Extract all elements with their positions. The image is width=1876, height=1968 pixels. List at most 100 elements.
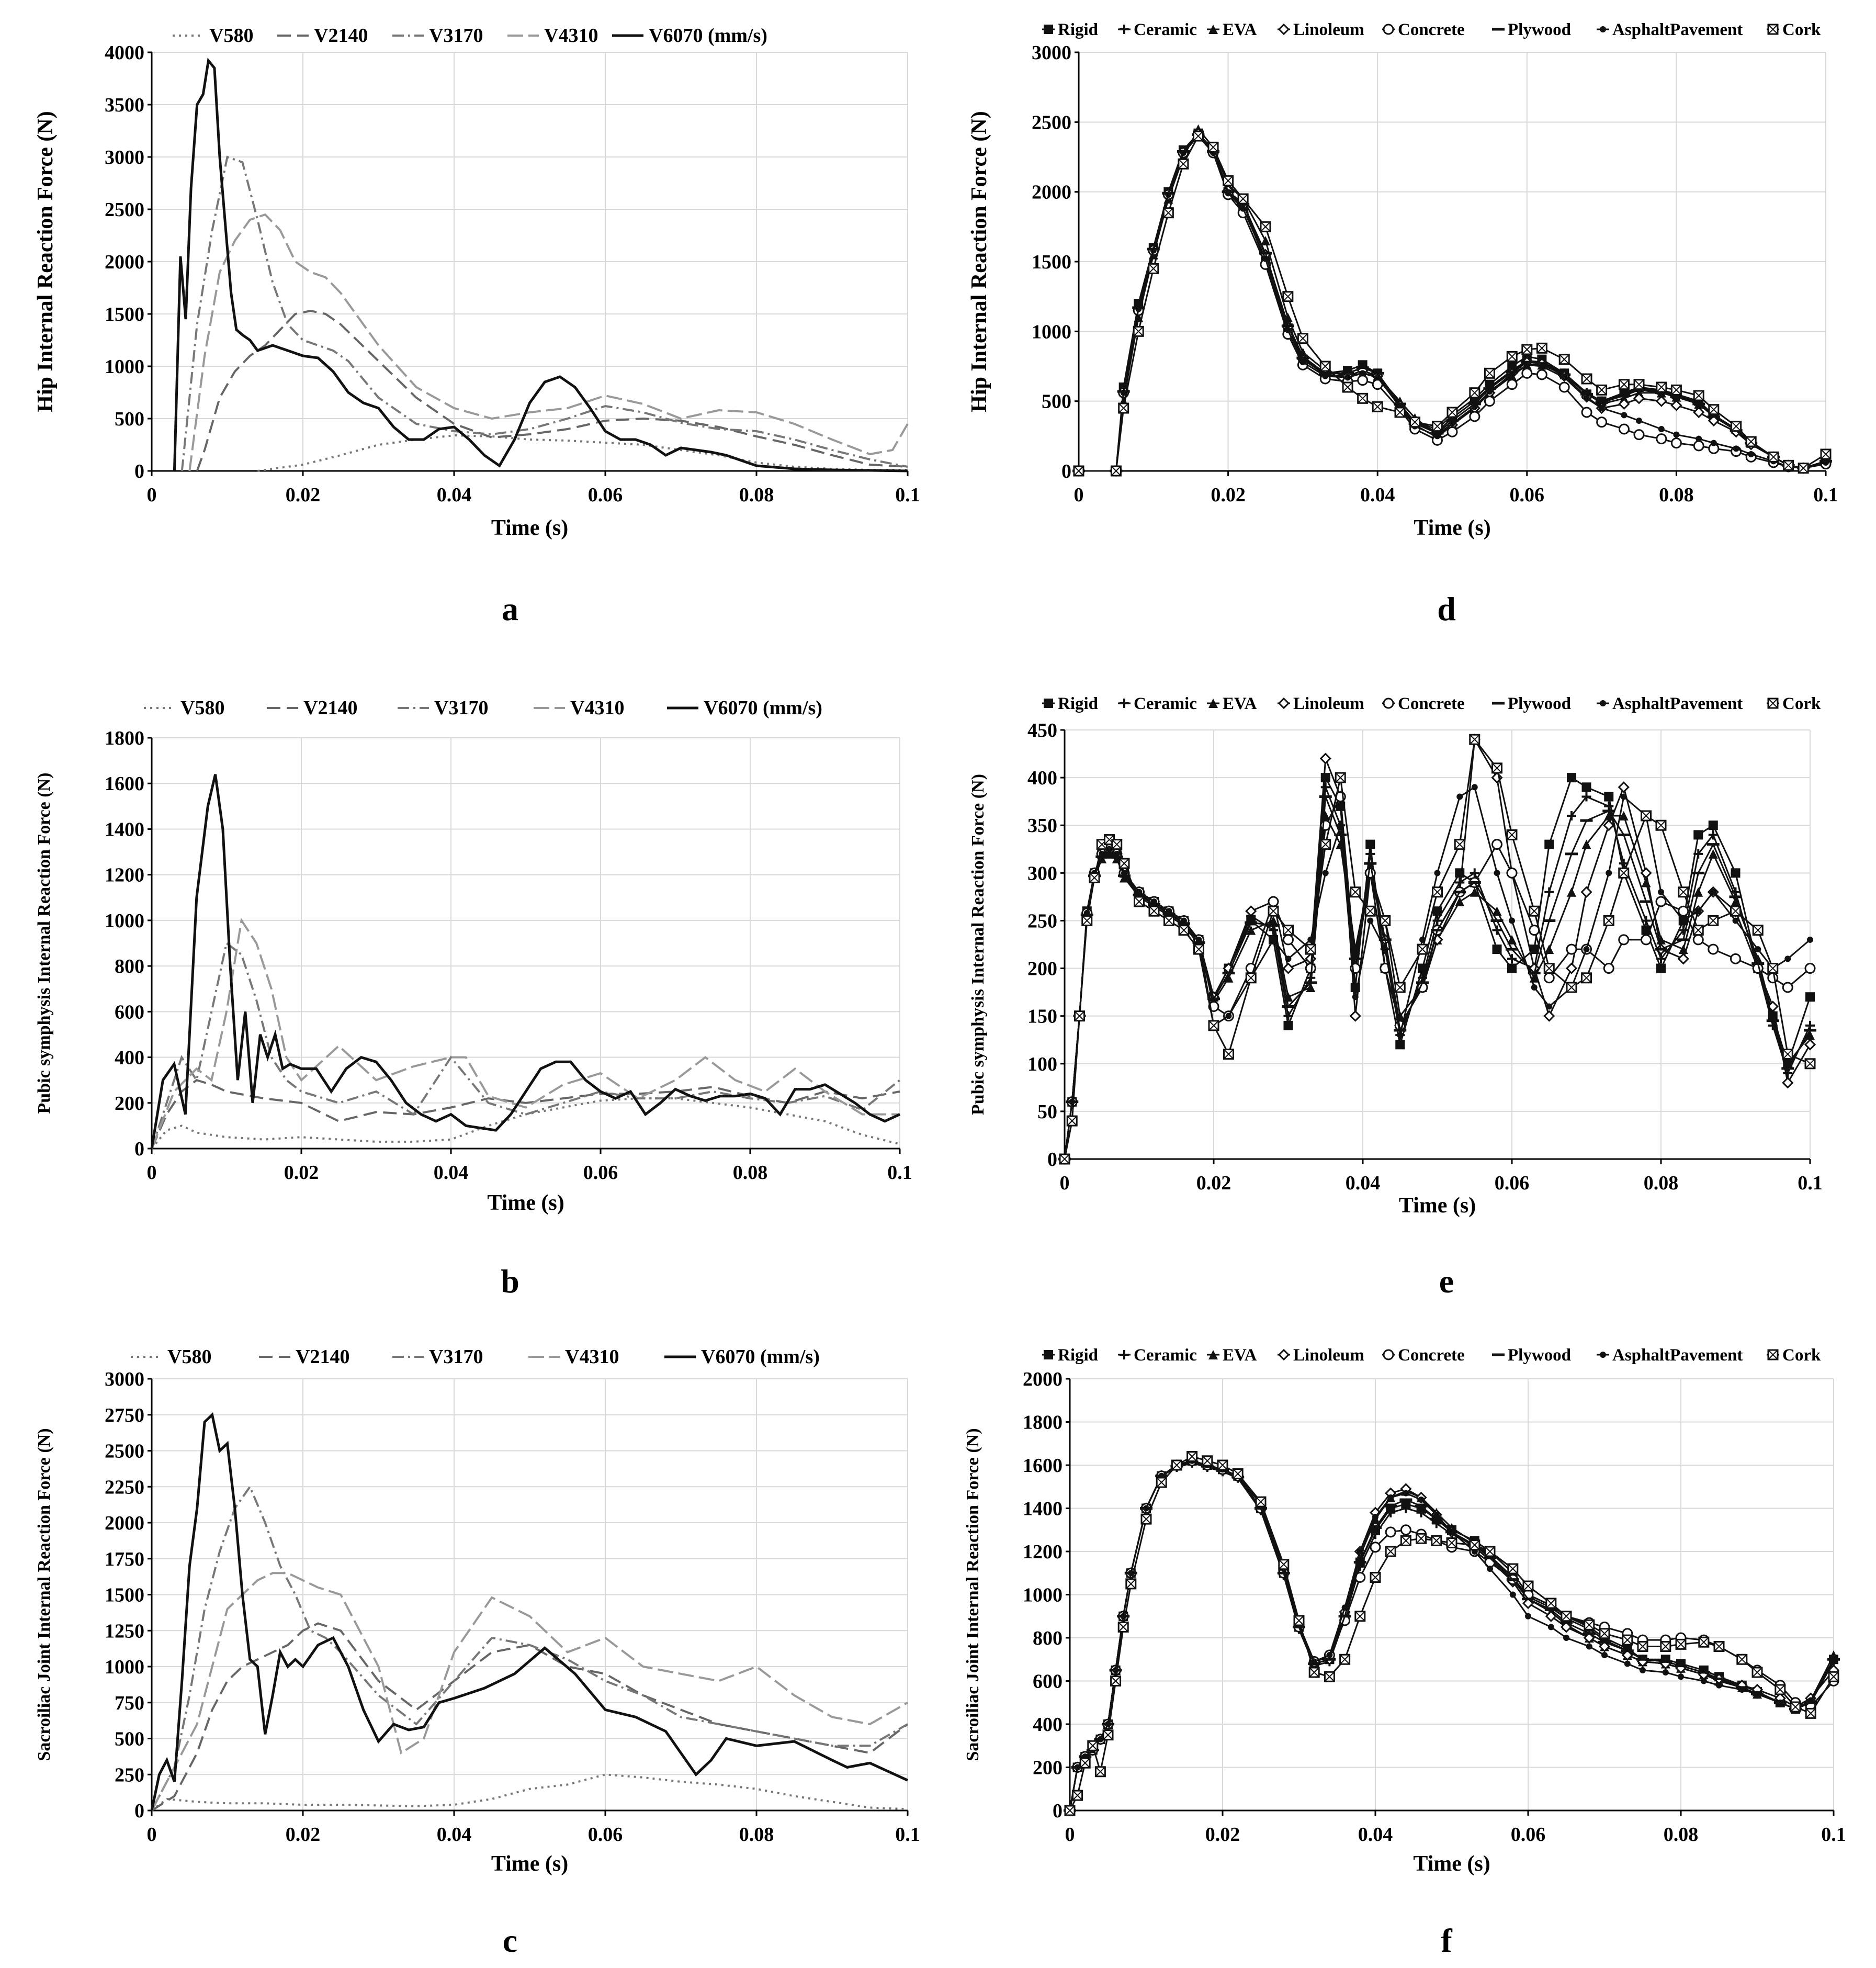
series-v580 — [151, 1097, 900, 1150]
data-point — [1656, 954, 1666, 964]
data-point — [1604, 801, 1614, 811]
legend-marker — [1208, 25, 1218, 34]
data-point — [1805, 992, 1815, 1002]
x-axis-title: Time (s) — [1414, 516, 1490, 540]
y-tick-label: 2500 — [105, 199, 144, 221]
series-cork — [1059, 734, 1816, 1165]
data-point — [1357, 375, 1369, 386]
x-tick-label: 0 — [147, 1162, 157, 1184]
data-point — [1581, 782, 1591, 792]
data-point — [1784, 955, 1791, 962]
data-point — [1225, 190, 1231, 197]
legend-marker — [1383, 698, 1394, 709]
x-tick-label: 0.02 — [1205, 1824, 1240, 1846]
data-point — [1731, 868, 1741, 878]
data-point — [1754, 1691, 1760, 1697]
legend-marker — [1120, 699, 1129, 708]
data-point — [1365, 849, 1375, 859]
data-point — [1678, 905, 1689, 917]
data-point — [1580, 886, 1592, 898]
data-point — [1432, 916, 1442, 926]
legend-label: Linoleum — [1293, 1346, 1364, 1365]
data-point — [1581, 407, 1592, 418]
data-point — [1385, 1526, 1396, 1538]
data-point — [1225, 1013, 1232, 1019]
legend-label: V2140 — [314, 25, 368, 47]
legend-marker — [1600, 1352, 1606, 1358]
legend: V580 V2140 V3170 V4310 V6070 (mm/s) — [131, 1346, 820, 1368]
data-point — [1135, 306, 1142, 312]
data-point — [1359, 370, 1366, 377]
legend-label: EVA — [1223, 1346, 1257, 1365]
data-point — [1561, 374, 1568, 381]
data-point — [1782, 982, 1793, 993]
legend-label: Cork — [1782, 694, 1821, 713]
data-point — [1372, 1514, 1378, 1520]
y-tick-label: 50 — [1037, 1101, 1057, 1123]
data-point — [1598, 1640, 1611, 1652]
legend-marker — [1208, 1350, 1218, 1359]
series-v2140 — [151, 1622, 909, 1812]
y-tick-label: 3000 — [105, 147, 144, 168]
y-tick-label: 2000 — [1032, 182, 1071, 204]
data-point — [1783, 1069, 1793, 1078]
data-point — [1455, 897, 1465, 906]
data-point — [1509, 372, 1516, 378]
data-point — [1492, 925, 1502, 935]
legend-label: V2140 — [296, 1346, 349, 1368]
data-point — [1283, 1020, 1293, 1030]
y-tick-label: 1000 — [105, 910, 144, 932]
data-point — [1716, 1682, 1722, 1689]
legend-label: V6070 (mm/s) — [704, 697, 822, 719]
legend-marker — [1383, 24, 1394, 35]
legend-label: Ceramic — [1134, 20, 1197, 39]
data-point — [1710, 440, 1717, 446]
data-point — [1120, 389, 1127, 396]
legend-label: V580 — [180, 697, 224, 719]
y-tick-label: 0 — [1047, 1149, 1057, 1171]
data-point — [1693, 830, 1703, 840]
data-point — [1113, 850, 1120, 857]
data-point — [1601, 1652, 1608, 1658]
data-point — [1283, 1011, 1293, 1021]
data-point — [1487, 1566, 1493, 1572]
data-point — [1782, 1077, 1794, 1089]
data-point — [1165, 192, 1172, 198]
data-point — [1106, 846, 1113, 852]
data-point — [1777, 1699, 1783, 1706]
x-tick-label: 0.08 — [739, 1824, 774, 1846]
data-point — [1262, 255, 1269, 262]
legend: Rigid Ceramic EVA Linoleum Concrete Plywood As… — [1042, 1346, 1821, 1365]
series-line — [150, 774, 901, 1149]
x-tick-label: 0.02 — [1211, 484, 1246, 506]
data-point — [1636, 418, 1642, 424]
legend-label: V6070 (mm/s) — [701, 1346, 820, 1368]
y-tick-label: 0 — [1061, 460, 1071, 482]
y-tick-label: 1500 — [105, 303, 144, 325]
data-point — [1269, 916, 1278, 926]
data-point — [1240, 205, 1247, 212]
legend-label: Cork — [1782, 20, 1821, 39]
y-axis-title: Sacroiliac Joint Internal Reaction Force… — [963, 1428, 982, 1761]
data-point — [1494, 870, 1500, 876]
legend-marker — [1120, 25, 1129, 34]
data-point — [1581, 839, 1591, 849]
data-point — [1387, 1494, 1394, 1501]
y-tick-label: 200 — [1033, 1757, 1063, 1779]
data-point — [1586, 1643, 1592, 1650]
panel-letter: f — [1441, 1922, 1452, 1959]
data-point — [1693, 440, 1704, 452]
series-v4310 — [151, 1572, 908, 1811]
y-tick-label: 2500 — [1032, 111, 1071, 133]
y-tick-label: 2000 — [1023, 1368, 1063, 1390]
panel-letter: d — [1437, 590, 1456, 627]
data-point — [1678, 1673, 1684, 1680]
y-tick-label: 1750 — [105, 1548, 144, 1570]
data-point — [1299, 359, 1306, 365]
data-point — [1545, 1610, 1557, 1622]
x-tick-label: 0.06 — [588, 484, 623, 506]
series-line — [188, 213, 909, 471]
data-point — [1521, 367, 1533, 379]
y-tick-label: 1500 — [1032, 251, 1071, 273]
data-point — [1470, 868, 1479, 878]
